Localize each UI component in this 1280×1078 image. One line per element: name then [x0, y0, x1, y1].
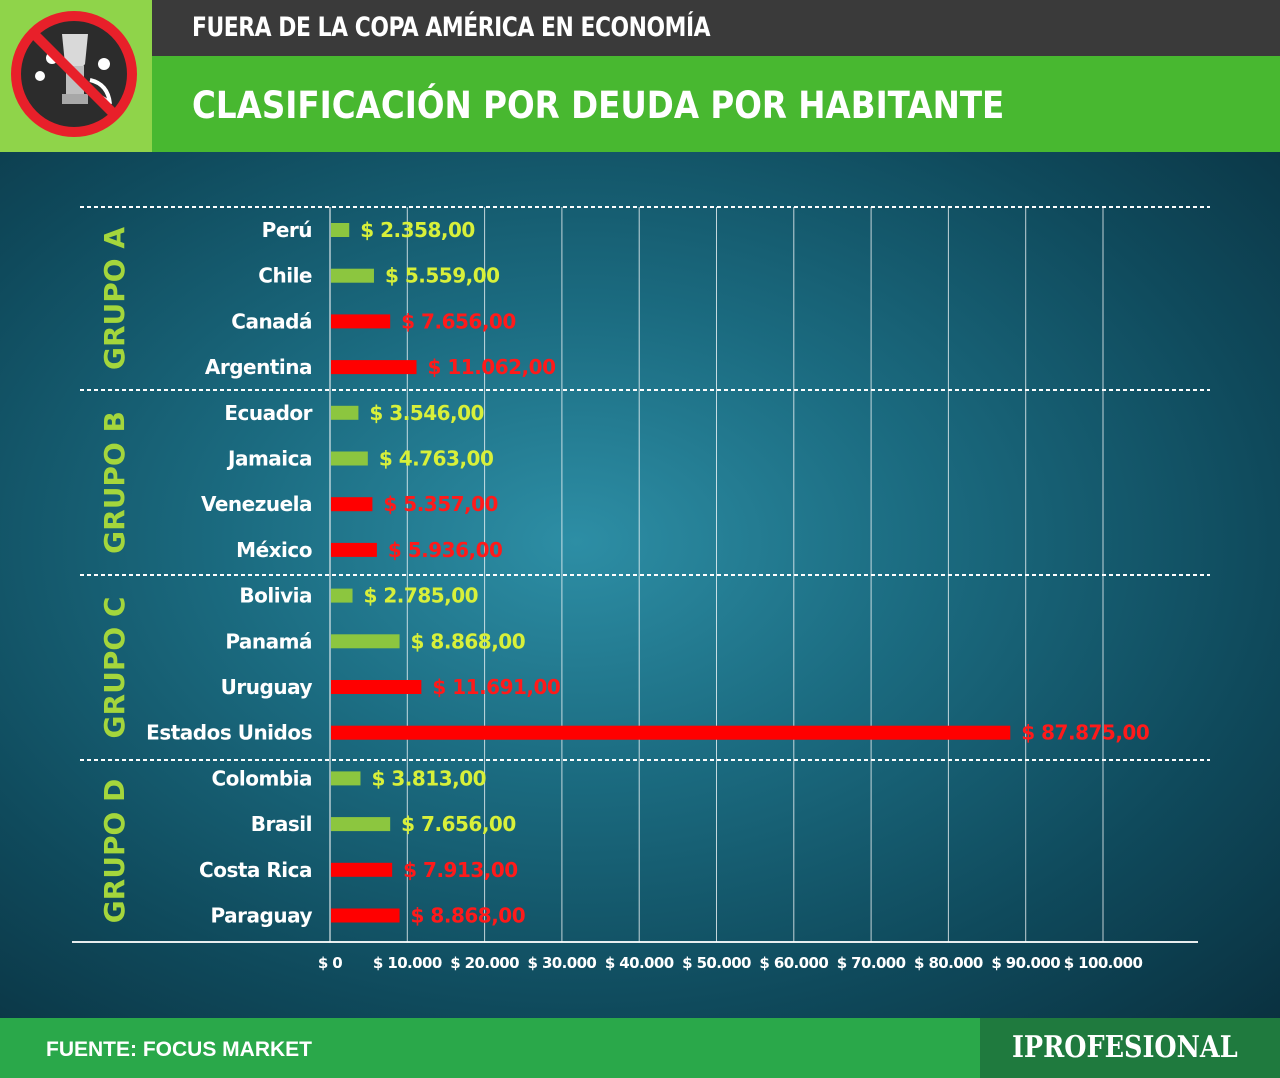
- data-bar: [331, 451, 368, 466]
- group-label: GRUPO B: [98, 411, 131, 554]
- country-label: Argentina: [205, 355, 312, 379]
- x-tick-label: $ 60.000: [759, 954, 828, 972]
- x-tick-label: $ 30.000: [528, 954, 597, 972]
- value-label: $ 4.763,00: [379, 447, 494, 471]
- header-title-band: CLASIFICACIÓN POR DEUDA POR HABITANTE: [152, 56, 1280, 152]
- country-label: Brasil: [251, 812, 312, 836]
- value-label: $ 5.357,00: [383, 492, 498, 516]
- data-bar: [331, 542, 377, 557]
- value-label: $ 3.813,00: [371, 766, 486, 790]
- country-label: Colombia: [211, 766, 312, 790]
- data-bar: [331, 314, 391, 329]
- value-label: $ 5.559,00: [385, 264, 500, 288]
- group-label: GRUPO D: [98, 779, 131, 924]
- value-label: $ 5.936,00: [388, 538, 503, 562]
- copa-america-logo-box: [0, 0, 152, 152]
- source-note: FUENTE: FOCUS MARKET: [46, 1038, 312, 1061]
- x-tick-label: $ 80.000: [914, 954, 983, 972]
- footer: FUENTE: FOCUS MARKET IPROFESIONAL: [0, 1018, 1280, 1078]
- chart-title: CLASIFICACIÓN POR DEUDA POR HABITANTE: [192, 84, 1005, 127]
- x-tick-label: $ 0: [318, 954, 342, 972]
- group-label: GRUPO A: [98, 227, 131, 370]
- data-bar: [331, 725, 1011, 740]
- data-bar: [331, 862, 393, 877]
- x-tick-label: $ 90.000: [991, 954, 1060, 972]
- data-bar: [331, 817, 391, 832]
- value-label: $ 7.656,00: [401, 812, 516, 836]
- data-bar: [331, 588, 353, 603]
- country-label: Ecuador: [224, 401, 312, 425]
- x-tick-label: $ 40.000: [605, 954, 674, 972]
- country-label: Costa Rica: [199, 858, 312, 882]
- value-label: $ 2.785,00: [364, 584, 479, 608]
- value-label: $ 8.868,00: [411, 629, 526, 653]
- value-label: $ 7.913,00: [403, 858, 518, 882]
- data-bar: [331, 771, 361, 786]
- value-label: $ 87.875,00: [1021, 721, 1149, 745]
- data-bar: [331, 360, 417, 375]
- x-tick-label: $ 50.000: [682, 954, 751, 972]
- data-bar: [331, 908, 400, 923]
- country-label: Chile: [258, 264, 312, 288]
- x-tick-label: $ 70.000: [837, 954, 906, 972]
- country-label: Bolivia: [239, 584, 312, 608]
- data-bar: [331, 680, 422, 694]
- prohibited-trophy-icon: [11, 11, 137, 137]
- x-tick-label: $ 100.000: [1064, 954, 1143, 972]
- brand-logo: IPROFESIONAL: [1012, 1030, 1238, 1065]
- header-top-band: FUERA DE LA COPA AMÉRICA EN ECONOMÍA: [152, 0, 1280, 56]
- value-label: $ 11.691,00: [432, 675, 560, 699]
- value-label: $ 8.868,00: [411, 904, 526, 928]
- country-label: Jamaica: [226, 447, 312, 471]
- chart-area: [0, 152, 1280, 1018]
- x-tick-label: $ 20.000: [450, 954, 519, 972]
- brand-box: IPROFESIONAL: [980, 1018, 1280, 1078]
- group-label: GRUPO C: [98, 597, 131, 739]
- data-bar: [331, 405, 359, 420]
- x-tick-label: $ 10.000: [373, 954, 442, 972]
- value-label: $ 2.358,00: [360, 218, 475, 242]
- country-label: Panamá: [225, 629, 312, 653]
- data-bar: [331, 497, 373, 512]
- country-label: Paraguay: [211, 904, 313, 928]
- data-bar: [331, 634, 400, 649]
- country-label: Perú: [262, 218, 312, 242]
- header-top-title: FUERA DE LA COPA AMÉRICA EN ECONOMÍA: [192, 12, 711, 43]
- value-label: $ 11.062,00: [428, 355, 556, 379]
- value-label: $ 7.656,00: [401, 309, 516, 333]
- value-label: $ 3.546,00: [369, 401, 484, 425]
- bar-chart: $ 0 $ 10.000 $ 20.000 $ 30.000 $ 40.000 $ 50.…: [72, 206, 1210, 972]
- data-bar: [331, 223, 350, 237]
- data-bar: [331, 268, 374, 283]
- country-label: Estados Unidos: [146, 721, 312, 745]
- country-label: Canadá: [231, 309, 312, 333]
- country-label: Venezuela: [201, 492, 312, 516]
- country-label: Uruguay: [221, 675, 313, 699]
- country-label: México: [236, 538, 312, 562]
